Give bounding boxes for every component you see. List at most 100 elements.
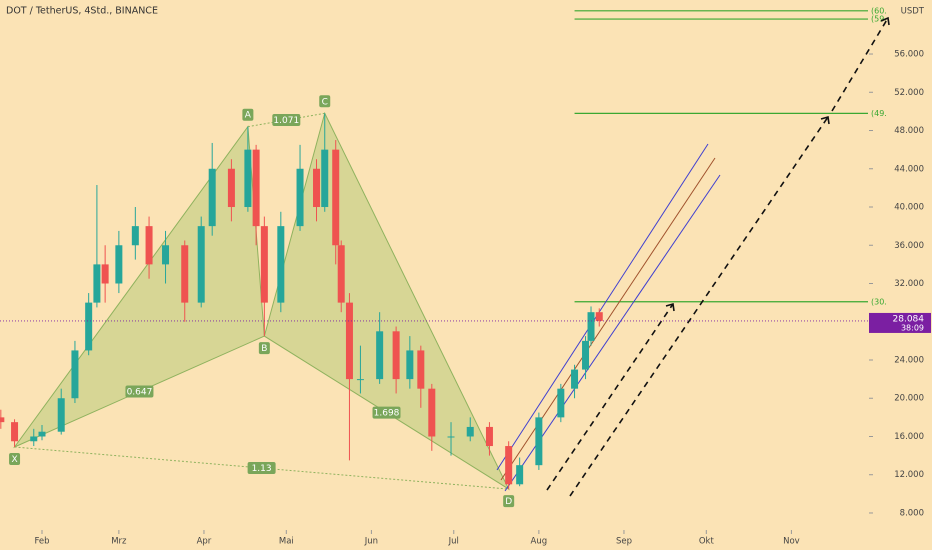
candle-body — [244, 149, 252, 208]
ratio-label-box — [247, 462, 276, 475]
candle-body — [376, 331, 384, 380]
x-tick-label: Okt — [699, 537, 715, 547]
candle-body — [571, 369, 579, 389]
pattern-point-label: C — [322, 97, 328, 107]
candle-body — [321, 149, 329, 208]
chart-title: DOT / TetherUS, 4Std., BINANCE — [6, 6, 158, 17]
candle-body — [30, 436, 38, 442]
candle-body — [466, 426, 474, 437]
candle-body — [252, 149, 260, 227]
candle-body — [332, 149, 340, 246]
y-tick-label: 44.000 — [894, 164, 924, 174]
candle-body — [115, 245, 123, 284]
candle-body — [260, 226, 268, 303]
arrow-head — [880, 16, 890, 26]
candle-body — [557, 388, 565, 418]
y-tick-label: 52.000 — [894, 88, 924, 98]
overlay: 8.00012.00016.00020.00024.00028.00032.00… — [0, 50, 931, 547]
candle-body — [345, 302, 353, 380]
candle-body — [485, 426, 493, 447]
candle-body — [447, 436, 455, 438]
candle-body — [406, 350, 414, 380]
arrow-head — [665, 302, 675, 312]
candle-body — [93, 264, 101, 303]
ratio-label-box — [272, 113, 301, 126]
candle-body — [38, 431, 46, 437]
last-price-label: 28.084 — [893, 314, 925, 324]
candle-body — [417, 350, 425, 389]
pattern-dotted — [247, 112, 325, 128]
arrow-head — [820, 115, 830, 125]
level-label: (49.796 — [871, 109, 902, 118]
candle-body — [582, 340, 590, 370]
candle-body — [162, 245, 170, 265]
y-tick-label: 8.000 — [900, 508, 924, 518]
pattern-point-label: A — [245, 111, 252, 121]
y-tick-label: 16.000 — [894, 432, 924, 442]
ratio-label: 0.647 — [127, 388, 153, 398]
candle-body — [535, 417, 543, 466]
countdown: 38:09 — [901, 323, 924, 332]
y-tick-label: 36.000 — [894, 241, 924, 251]
candle-body — [11, 422, 19, 442]
x-tick-label: Mai — [279, 537, 294, 547]
x-tick-label: Nov — [783, 537, 800, 547]
pattern-point-label-box — [242, 108, 254, 121]
candle-body — [181, 245, 189, 303]
pattern-point-label-box — [503, 495, 515, 508]
candle-body — [313, 168, 321, 208]
x-tick-label: Jun — [364, 537, 378, 547]
candle-body — [516, 465, 524, 485]
y-tick-label: 40.000 — [894, 203, 924, 213]
y-tick-label: 48.000 — [894, 126, 924, 136]
channel-upper — [496, 143, 709, 471]
ratio-label: 1.698 — [374, 409, 400, 419]
candle-body — [85, 302, 93, 351]
x-tick-label: Feb — [34, 537, 49, 547]
projection-arrows — [546, 16, 890, 497]
candle-body — [428, 388, 436, 437]
x-tick-label: Apr — [197, 537, 212, 547]
candles — [0, 113, 603, 490]
ratio-label-box — [372, 406, 401, 419]
x-tick-label: Aug — [531, 537, 548, 547]
candle-body — [296, 168, 304, 227]
candle-body — [277, 226, 285, 303]
arrow-line — [831, 17, 889, 112]
candle-body — [71, 350, 79, 399]
last-price-box — [869, 312, 931, 333]
y-tick-label: 12.000 — [894, 470, 924, 480]
candle-body — [392, 331, 400, 380]
pattern-dotted — [14, 446, 509, 490]
ratio-label: 1.071 — [273, 116, 299, 126]
pattern-point-label: B — [261, 344, 267, 354]
candle-body — [0, 417, 5, 423]
x-tick-label: Jul — [448, 537, 459, 547]
y-tick-label: 20.000 — [894, 394, 924, 404]
pattern-point-label-box — [9, 453, 21, 466]
level-label: (60.517 — [871, 6, 902, 15]
pattern-point-label-box — [258, 342, 270, 355]
candle-body — [337, 245, 345, 303]
candle-body — [131, 226, 139, 246]
candle-body — [145, 226, 153, 265]
level-label: (30.088 — [871, 297, 902, 306]
y-tick-label: 32.000 — [894, 279, 924, 289]
candle-body — [587, 312, 595, 341]
candle-body — [57, 398, 65, 432]
ratio-label-box — [125, 385, 154, 398]
candle-body — [197, 226, 205, 303]
y-tick-label: 56.000 — [894, 50, 924, 60]
arrow-line — [546, 303, 674, 491]
level-label: (59.656 — [871, 15, 902, 24]
levels: (30.088 (49.796 (59.656(60.517 — [574, 6, 902, 306]
candle-body — [227, 168, 235, 208]
ratio-label: 1.13 — [252, 464, 272, 474]
candle-body — [595, 312, 603, 321]
candle-body — [208, 168, 216, 227]
x-tick-label: Sep — [616, 537, 632, 547]
y-tick-label: 24.000 — [894, 355, 924, 365]
candle-body — [356, 379, 364, 381]
